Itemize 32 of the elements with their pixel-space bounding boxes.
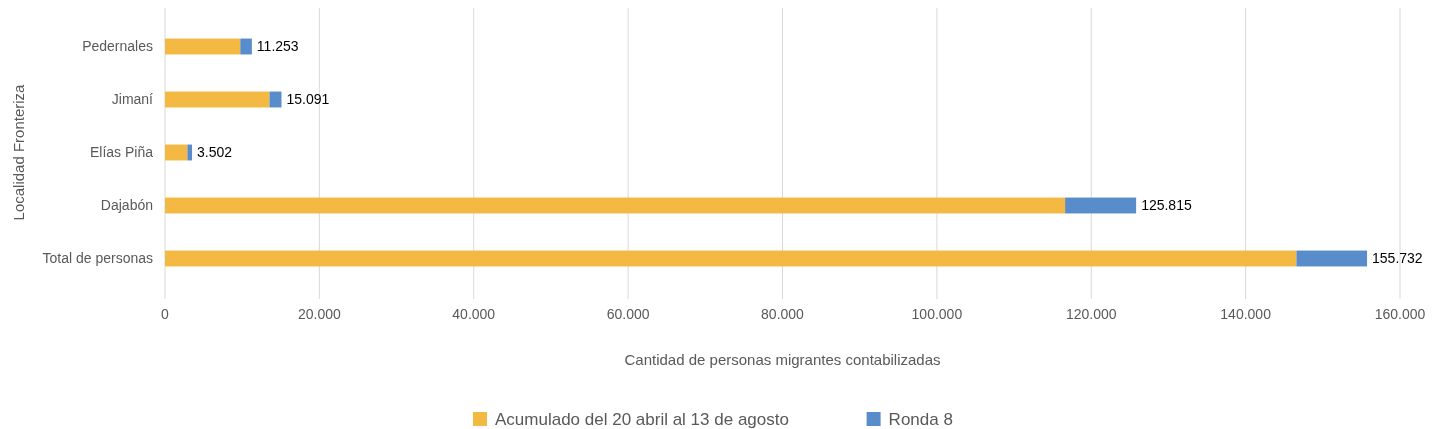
y-axis-title: Localidad Fronteriza — [10, 83, 27, 221]
bar — [165, 38, 241, 55]
total-label: 3.502 — [197, 144, 233, 161]
total-label: 155.732 — [1372, 250, 1423, 267]
y-tick-label: Total de personas — [42, 250, 153, 267]
x-tick-label: 60.000 — [606, 306, 650, 322]
bar — [187, 144, 193, 161]
x-tick-label: 100.000 — [911, 306, 963, 322]
total-label: 11.253 — [256, 38, 299, 55]
x-tick-label: 0 — [161, 306, 170, 322]
y-tick-label: Pedernales — [82, 38, 153, 55]
x-tick-label: 80.000 — [761, 306, 805, 322]
x-tick-label: 20.000 — [297, 306, 341, 322]
legend-label: Ronda 8 — [888, 409, 953, 429]
legend-label: Acumulado del 20 abril al 13 de agosto — [495, 409, 789, 429]
bar — [1296, 250, 1368, 267]
total-label: 125.815 — [1141, 197, 1192, 214]
y-tick-label: Dajabón — [100, 197, 153, 214]
bar — [165, 197, 1066, 214]
total-label: 15.091 — [286, 91, 330, 108]
x-tick-label: 160.000 — [1374, 306, 1426, 322]
x-tick-label: 120.000 — [1065, 306, 1117, 322]
bar — [165, 91, 270, 108]
y-tick-label: Jimaní — [111, 91, 154, 108]
x-axis-title: Cantidad de personas migrantes contabilizadas — [624, 351, 941, 368]
x-tick-label: 140.000 — [1220, 306, 1272, 322]
y-tick-label: Elías Piña — [89, 144, 154, 161]
bar — [240, 38, 252, 55]
bar — [165, 250, 1297, 267]
bar — [165, 144, 188, 161]
bar — [1065, 197, 1137, 214]
x-tick-label: 40.000 — [452, 306, 496, 322]
